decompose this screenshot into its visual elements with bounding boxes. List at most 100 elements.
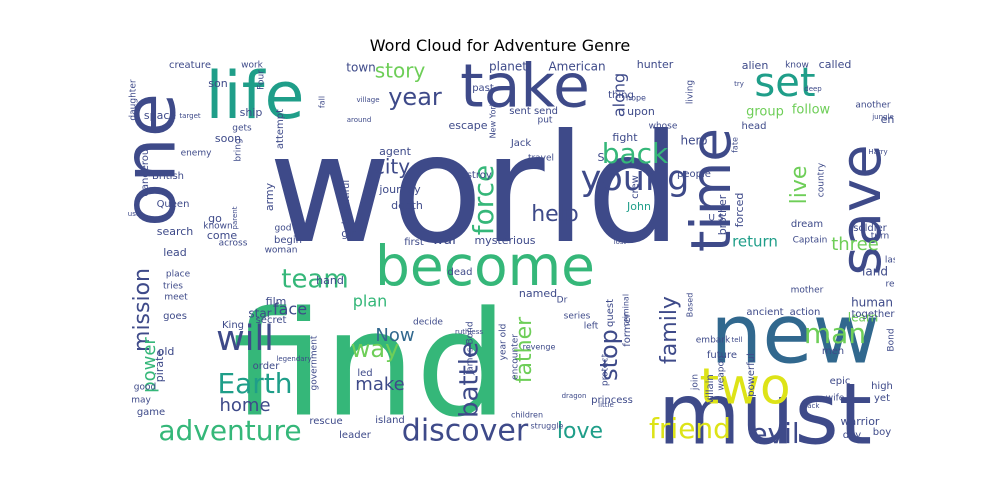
word-day: day — [843, 430, 861, 441]
word-mysterious: mysterious — [474, 234, 535, 247]
word-harry: Harry — [868, 148, 887, 156]
word-planet: planet — [489, 60, 527, 74]
word-year-old: year old — [499, 324, 509, 361]
word-agent: agent — [379, 145, 411, 158]
word-enemy: enemy — [181, 149, 213, 159]
word-little: little — [598, 401, 614, 409]
word-encounter: encounter — [511, 334, 521, 380]
word-go: go — [208, 212, 222, 225]
word-group: group — [746, 105, 784, 120]
word-warrior: warrior — [841, 415, 880, 428]
word-film: film — [266, 295, 287, 308]
word-men: men — [822, 346, 844, 357]
word-together: together — [851, 309, 895, 320]
word-battle: battle — [455, 342, 485, 418]
word-dangerous: dangerous — [140, 144, 151, 197]
word-lost: lost — [614, 238, 627, 246]
word-soon: soon — [215, 132, 241, 145]
word-two: two — [699, 358, 790, 416]
word-former: former — [622, 312, 633, 346]
word-way: way — [351, 335, 400, 363]
word-three: three — [831, 234, 879, 255]
word-end: end — [881, 113, 895, 126]
word-good: good — [134, 383, 156, 393]
word-hand: hand — [316, 274, 344, 287]
word-sent: sent — [509, 106, 531, 117]
word-team: team — [281, 265, 348, 295]
word-meet: meet — [164, 293, 188, 303]
word-soldier: soldier — [853, 223, 887, 234]
word-along: along — [610, 73, 629, 117]
word-legendary: legendary — [276, 355, 311, 363]
word-alien: alien — [742, 60, 769, 72]
word-town: town — [346, 61, 375, 75]
word-beautiful: beautiful — [341, 180, 352, 224]
word-will: will — [216, 319, 274, 359]
word-john: John — [626, 200, 651, 213]
word-turn: turn — [871, 232, 889, 242]
word-embark: embark — [696, 336, 731, 346]
word-based: Based — [686, 293, 695, 318]
word-return: return — [732, 233, 778, 251]
word-year: year — [388, 83, 442, 111]
word-another: another — [855, 101, 890, 111]
word-set: set — [754, 60, 815, 106]
word-target: target — [179, 112, 201, 120]
word-rescue: rescue — [309, 416, 342, 427]
word-new-york: New York — [489, 101, 498, 138]
word-save: save — [829, 144, 894, 275]
word-across: across — [219, 239, 248, 249]
word-god: god — [275, 224, 292, 234]
word-criminal: criminal — [622, 294, 631, 326]
word-high: high — [871, 381, 893, 392]
word-country: country — [817, 162, 827, 197]
word-forced: forced — [733, 193, 746, 228]
word-parent: parent — [231, 206, 239, 229]
word-tell: tell — [732, 336, 743, 344]
word-wife: wife — [826, 394, 845, 404]
word-land: land — [862, 265, 888, 279]
word-begin: begin — [274, 235, 302, 246]
word-series: series — [564, 312, 591, 322]
word-british: British — [152, 171, 184, 182]
word-epic: epic — [830, 376, 851, 387]
word-villain: villain — [705, 374, 716, 404]
word-dr: Dr — [557, 296, 568, 306]
word-ship: ship — [240, 106, 263, 119]
chart-title: Word Cloud for Adventure Genre — [369, 36, 631, 55]
word-try: try — [734, 80, 744, 88]
word-brother: brother — [716, 194, 729, 235]
word-evil: evil — [750, 417, 799, 450]
word-force: force — [467, 165, 500, 236]
word-king: King — [222, 320, 244, 331]
word-revenge: revenge — [523, 343, 556, 352]
word-take: take — [460, 60, 590, 122]
word-bring: bring — [234, 138, 244, 161]
word-back: back — [602, 137, 669, 170]
word-join: join — [691, 374, 701, 391]
word-star: star — [248, 307, 271, 321]
word-cloud: world find new must one life take save become two… — [125, 60, 895, 450]
word-thing: thing — [608, 90, 634, 101]
word-follow: follow — [792, 103, 831, 118]
word-creature: creature — [169, 60, 211, 71]
word-mission: mission — [130, 268, 155, 352]
word-face: face — [273, 300, 307, 319]
word-fate: fate — [731, 137, 740, 153]
word-live: live — [787, 166, 812, 205]
word-woman: woman — [265, 246, 298, 256]
word-new: new — [710, 287, 880, 382]
word-hunter: hunter — [637, 60, 674, 71]
word-called: called — [819, 60, 852, 71]
word-queen: Queen — [157, 199, 190, 210]
word-crew: crew — [630, 175, 641, 199]
word-mother: mother — [791, 286, 824, 296]
word-game: game — [137, 407, 165, 418]
word-stop: stop — [595, 329, 623, 381]
word-action: action — [790, 307, 821, 318]
word-ruthless: ruthless — [455, 328, 483, 336]
word-son: son — [208, 77, 227, 90]
word-people: people — [677, 169, 711, 180]
